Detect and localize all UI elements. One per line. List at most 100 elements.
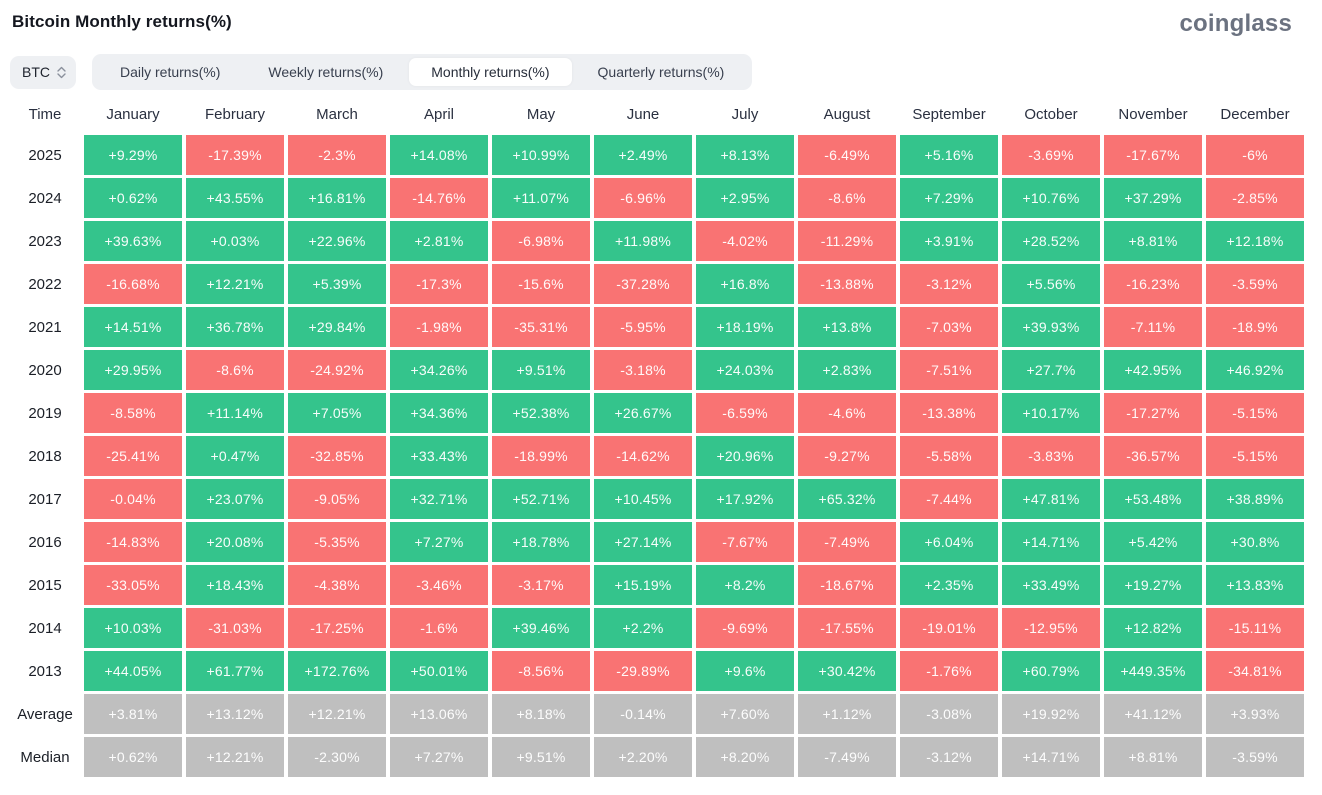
column-header-month: September [912,105,986,123]
return-cell: +43.55% [186,178,284,218]
return-cell: +3.81% [84,694,182,734]
return-cell: -15.11% [1206,608,1304,648]
return-cell: -3.59% [1206,737,1304,777]
return-cell: -3.83% [1002,436,1100,476]
table-row-2014: 2014 +10.03% -31.03% -17.25% -1.6% +39.46% +2.… [10,608,1304,648]
return-cell: +52.38% [492,393,590,433]
return-cell: +14.71% [1002,522,1100,562]
return-cell: -35.31% [492,307,590,347]
row-label: 2018 [28,447,62,465]
return-cell: -6.49% [798,135,896,175]
return-cell: +50.01% [390,651,488,691]
return-cell: +10.45% [594,479,692,519]
return-cell: -17.39% [186,135,284,175]
return-cell: -5.15% [1206,393,1304,433]
return-cell: +14.51% [84,307,182,347]
return-cell: +27.14% [594,522,692,562]
column-header-month: October [1024,105,1078,123]
return-cell: -5.15% [1206,436,1304,476]
column-header-time: Time [28,105,62,123]
return-cell: -3.12% [900,737,998,777]
return-cell: +0.62% [84,178,182,218]
return-cell: +14.71% [1002,737,1100,777]
return-cell: +11.98% [594,221,692,261]
row-label: Median [20,748,70,766]
return-cell: +7.27% [390,737,488,777]
return-cell: +16.8% [696,264,794,304]
return-cell: +1.12% [798,694,896,734]
table-row-2024: 2024 +0.62% +43.55% +16.81% -14.76% +11.07% -6… [10,178,1304,218]
row-label: 2015 [28,576,62,594]
return-cell: +2.95% [696,178,794,218]
column-header-month: February [204,105,266,123]
return-cell: -5.58% [900,436,998,476]
return-cell: +5.39% [288,264,386,304]
return-cell: -18.67% [798,565,896,605]
return-cell: +2.20% [594,737,692,777]
return-cell: +29.84% [288,307,386,347]
return-cell: -14.76% [390,178,488,218]
return-cell: -7.49% [798,522,896,562]
symbol-select-value: BTC [22,64,50,80]
return-cell: -2.30% [288,737,386,777]
return-cell: +65.32% [798,479,896,519]
return-cell: +30.8% [1206,522,1304,562]
return-cell: -36.57% [1104,436,1202,476]
return-cell: +42.95% [1104,350,1202,390]
return-cell: +15.19% [594,565,692,605]
return-cell: -0.04% [84,479,182,519]
return-cell: -8.56% [492,651,590,691]
return-cell: +10.99% [492,135,590,175]
return-cell: +8.81% [1104,737,1202,777]
tab-weekly-returns[interactable]: Weekly returns(%) [246,58,405,86]
return-cell: -1.6% [390,608,488,648]
return-cell: -14.83% [84,522,182,562]
return-cell: -34.81% [1206,651,1304,691]
return-cell: -19.01% [900,608,998,648]
return-cell: +9.6% [696,651,794,691]
return-cell: +18.19% [696,307,794,347]
symbol-select[interactable]: BTC [10,55,76,89]
return-cell: +8.81% [1104,221,1202,261]
return-cell: -3.08% [900,694,998,734]
return-cell: -17.3% [390,264,488,304]
return-cell: +12.21% [186,264,284,304]
return-cell: +8.18% [492,694,590,734]
return-cell: +0.03% [186,221,284,261]
table-row-2017: 2017 -0.04% +23.07% -9.05% +32.71% +52.71% +10… [10,479,1304,519]
return-cell: +26.67% [594,393,692,433]
return-cell: +17.92% [696,479,794,519]
column-header-month: August [823,105,871,123]
tab-daily-returns[interactable]: Daily returns(%) [98,58,242,86]
return-cell: +18.78% [492,522,590,562]
tab-monthly-returns[interactable]: Monthly returns(%) [409,58,572,86]
return-cell: -7.51% [900,350,998,390]
tab-quarterly-returns[interactable]: Quarterly returns(%) [576,58,747,86]
return-cell: -7.67% [696,522,794,562]
return-cell: +19.92% [1002,694,1100,734]
row-label: 2016 [28,533,62,551]
row-label: 2014 [28,619,62,637]
return-cell: -1.98% [390,307,488,347]
return-cell: +60.79% [1002,651,1100,691]
return-cell: -16.68% [84,264,182,304]
table-row-average: Average +3.81% +13.12% +12.21% +13.06% +8.18%… [10,694,1304,734]
return-cell: +2.49% [594,135,692,175]
row-label: 2024 [28,189,62,207]
return-cell: +30.42% [798,651,896,691]
return-cell: +5.16% [900,135,998,175]
return-cell: +11.07% [492,178,590,218]
return-cell: -6.96% [594,178,692,218]
return-cell: +27.7% [1002,350,1100,390]
return-cell: -3.17% [492,565,590,605]
return-cell: -6.59% [696,393,794,433]
return-cell: -12.95% [1002,608,1100,648]
return-cell: +12.21% [186,737,284,777]
return-cell: -17.67% [1104,135,1202,175]
return-cell: +12.18% [1206,221,1304,261]
return-cell: +449.35% [1104,651,1202,691]
return-cell: -6.98% [492,221,590,261]
return-cell: +6.04% [900,522,998,562]
return-cell: +2.81% [390,221,488,261]
return-cell: -3.69% [1002,135,1100,175]
